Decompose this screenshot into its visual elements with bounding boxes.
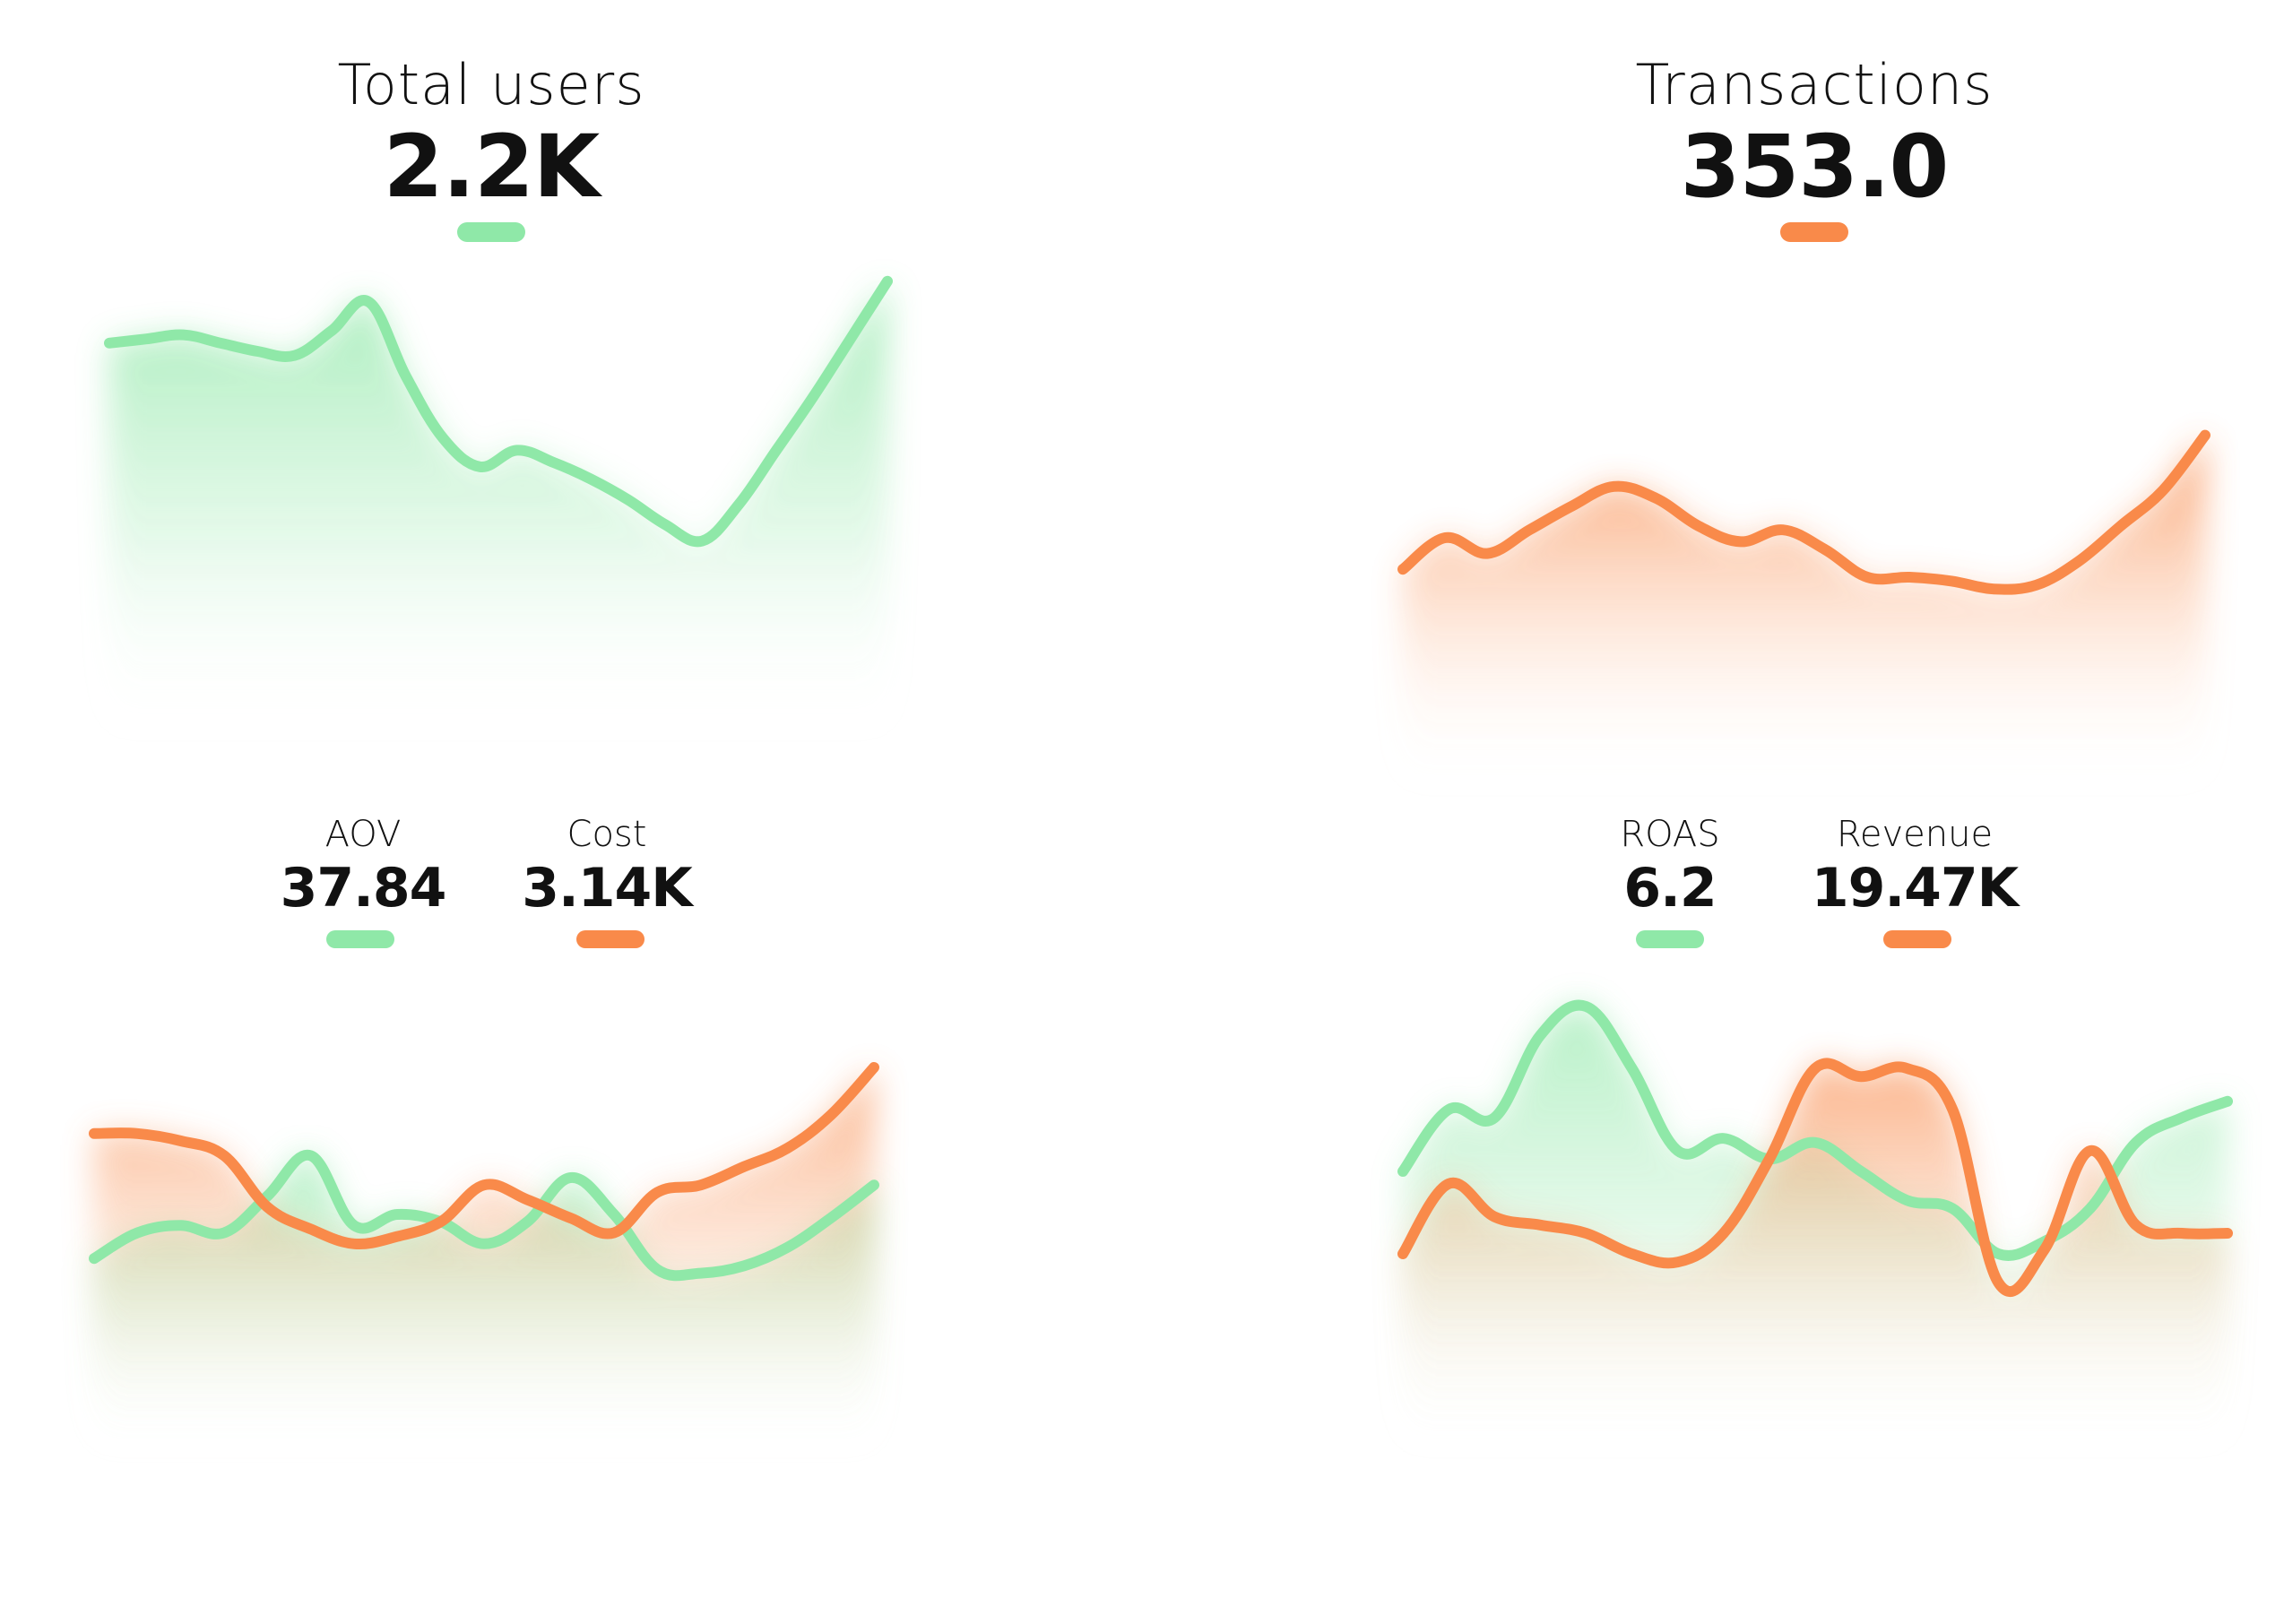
- transactions-value: 353.0: [1680, 117, 1950, 217]
- cost-legend-swatch: [576, 930, 645, 948]
- series-area-total-users: [109, 281, 887, 735]
- roas-value: 6.2: [1623, 857, 1717, 920]
- revenue-value: 19.47K: [1811, 857, 2019, 920]
- transactions-title: Transactions: [1635, 52, 1994, 117]
- revenue-legend-swatch: [1883, 930, 1951, 948]
- series-area-revenue: [1403, 1063, 2228, 1452]
- cost-value: 3.14K: [522, 857, 693, 920]
- chart-2: [89, 1062, 879, 1452]
- aov-legend-swatch: [326, 930, 394, 948]
- revenue-title: Revenue: [1836, 814, 1994, 855]
- roas-title: ROAS: [1620, 814, 1720, 855]
- series-line-roas: [1397, 999, 2233, 1261]
- cost-title: Cost: [567, 814, 647, 855]
- transactions-legend-swatch: [1780, 222, 1848, 242]
- total-users-value: 2.2K: [383, 117, 600, 217]
- chart-0: [104, 275, 893, 735]
- series-area-transactions: [1403, 435, 2205, 789]
- series-area-cost: [94, 1067, 874, 1452]
- series-line-total-users: [104, 275, 893, 548]
- total-users-title: Total users: [337, 52, 645, 117]
- roas-legend-swatch: [1636, 930, 1704, 948]
- series-line-transactions: [1397, 429, 2210, 595]
- series-line-cost: [89, 1062, 879, 1250]
- chart-1: [1397, 429, 2210, 789]
- total-users-legend-swatch: [457, 222, 525, 242]
- chart-3: [1397, 999, 2233, 1452]
- aov-value: 37.84: [280, 857, 447, 920]
- series-line-aov: [89, 1149, 879, 1282]
- series-line-revenue: [1397, 1058, 2233, 1297]
- aov-title: AOV: [324, 814, 402, 855]
